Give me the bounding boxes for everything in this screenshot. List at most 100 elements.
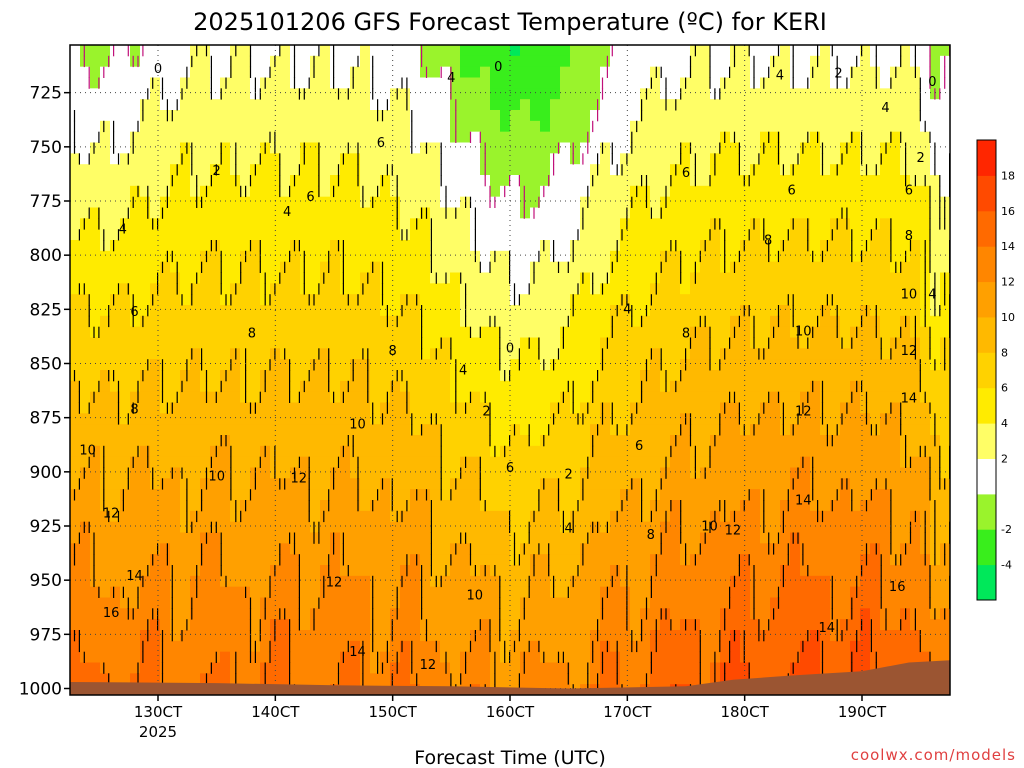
temp-cell bbox=[530, 445, 541, 458]
temp-cell bbox=[160, 218, 171, 230]
temp-cell bbox=[240, 608, 251, 620]
temp-cell bbox=[260, 110, 271, 122]
temp-cell bbox=[380, 153, 391, 165]
temp-cell bbox=[670, 543, 681, 555]
temp-cell bbox=[570, 380, 581, 393]
temp-cell bbox=[110, 608, 121, 620]
temp-cell bbox=[250, 218, 261, 230]
temp-cell bbox=[410, 294, 421, 306]
temp-cell bbox=[240, 229, 251, 241]
temp-cell bbox=[730, 142, 741, 154]
temp-cell bbox=[840, 554, 851, 566]
temp-cell bbox=[120, 510, 131, 523]
temp-cell bbox=[560, 207, 571, 219]
temp-cell bbox=[780, 283, 791, 295]
temp-cell bbox=[610, 630, 621, 642]
temp-cell bbox=[690, 88, 701, 100]
temp-cell bbox=[660, 337, 671, 349]
temp-cell bbox=[370, 196, 381, 209]
temp-cell bbox=[790, 586, 801, 599]
temp-cell bbox=[380, 229, 391, 241]
temp-cell bbox=[770, 240, 781, 252]
temp-cell bbox=[310, 272, 321, 284]
temp-cell bbox=[100, 131, 111, 144]
temp-cell bbox=[690, 640, 701, 653]
temp-cell bbox=[340, 424, 351, 436]
temp-cell bbox=[890, 424, 901, 436]
temp-cell bbox=[400, 370, 411, 382]
temp-cell bbox=[350, 575, 361, 588]
temp-cell bbox=[270, 402, 281, 414]
temp-cell bbox=[130, 673, 141, 685]
temp-cell bbox=[320, 391, 331, 404]
temp-cell bbox=[720, 55, 731, 68]
temp-cell bbox=[610, 597, 621, 609]
temp-cell bbox=[460, 55, 471, 68]
temp-cell bbox=[190, 240, 201, 252]
temp-cell bbox=[140, 554, 151, 566]
temp-cell bbox=[550, 489, 561, 501]
temp-cell bbox=[190, 66, 201, 79]
temp-cell bbox=[680, 424, 691, 436]
temp-cell bbox=[100, 294, 111, 306]
temp-cell bbox=[800, 261, 811, 274]
temp-cell bbox=[710, 294, 721, 306]
temp-cell bbox=[560, 489, 571, 501]
temp-cell bbox=[190, 445, 201, 458]
temp-cell bbox=[590, 261, 601, 274]
temp-cell bbox=[360, 402, 371, 414]
temp-cell bbox=[400, 489, 411, 501]
temp-cell bbox=[230, 261, 241, 274]
temp-cell bbox=[800, 370, 811, 382]
temp-cell bbox=[440, 240, 451, 252]
temp-cell bbox=[670, 619, 681, 631]
temp-cell bbox=[320, 337, 331, 349]
temp-cell bbox=[140, 120, 151, 133]
temp-cell bbox=[330, 445, 341, 458]
temp-cell bbox=[860, 500, 871, 512]
temp-cell bbox=[430, 554, 441, 566]
temp-cell bbox=[650, 619, 661, 631]
temp-cell bbox=[390, 575, 401, 588]
temp-cell bbox=[70, 45, 81, 57]
temp-cell bbox=[210, 359, 221, 371]
temp-cell bbox=[200, 565, 211, 577]
temp-cell bbox=[630, 175, 641, 187]
temp-cell bbox=[470, 326, 481, 339]
temp-cell bbox=[570, 435, 581, 447]
temp-cell bbox=[470, 110, 481, 122]
temp-cell bbox=[840, 294, 851, 306]
temp-cell bbox=[370, 619, 381, 631]
temp-cell bbox=[80, 597, 91, 609]
temp-cell bbox=[640, 229, 651, 241]
temp-cell bbox=[620, 586, 631, 599]
temp-cell bbox=[740, 218, 751, 230]
temp-cell bbox=[120, 640, 131, 653]
temp-cell bbox=[140, 662, 151, 674]
temp-cell bbox=[280, 229, 291, 241]
temp-cell bbox=[170, 402, 181, 414]
temp-cell bbox=[600, 500, 611, 512]
temp-cell bbox=[560, 66, 571, 79]
temp-cell bbox=[800, 229, 811, 241]
temp-cell bbox=[870, 608, 881, 620]
temp-cell bbox=[230, 402, 241, 414]
temp-cell bbox=[300, 500, 311, 512]
temp-cell bbox=[860, 77, 871, 89]
temp-cell bbox=[800, 305, 811, 317]
temp-cell bbox=[300, 413, 311, 425]
temp-cell bbox=[260, 315, 271, 328]
temp-cell bbox=[300, 110, 311, 122]
temp-cell bbox=[80, 651, 91, 664]
temp-cell bbox=[890, 597, 901, 609]
temp-cell bbox=[90, 348, 101, 360]
temp-cell bbox=[570, 283, 581, 295]
temp-cell bbox=[330, 391, 341, 404]
temp-cell bbox=[200, 99, 211, 111]
temp-cell bbox=[680, 586, 691, 599]
temp-cell bbox=[690, 391, 701, 404]
temp-cell bbox=[360, 467, 371, 479]
temp-cell bbox=[410, 619, 421, 631]
temp-cell bbox=[340, 315, 351, 328]
temp-cell bbox=[190, 478, 201, 490]
